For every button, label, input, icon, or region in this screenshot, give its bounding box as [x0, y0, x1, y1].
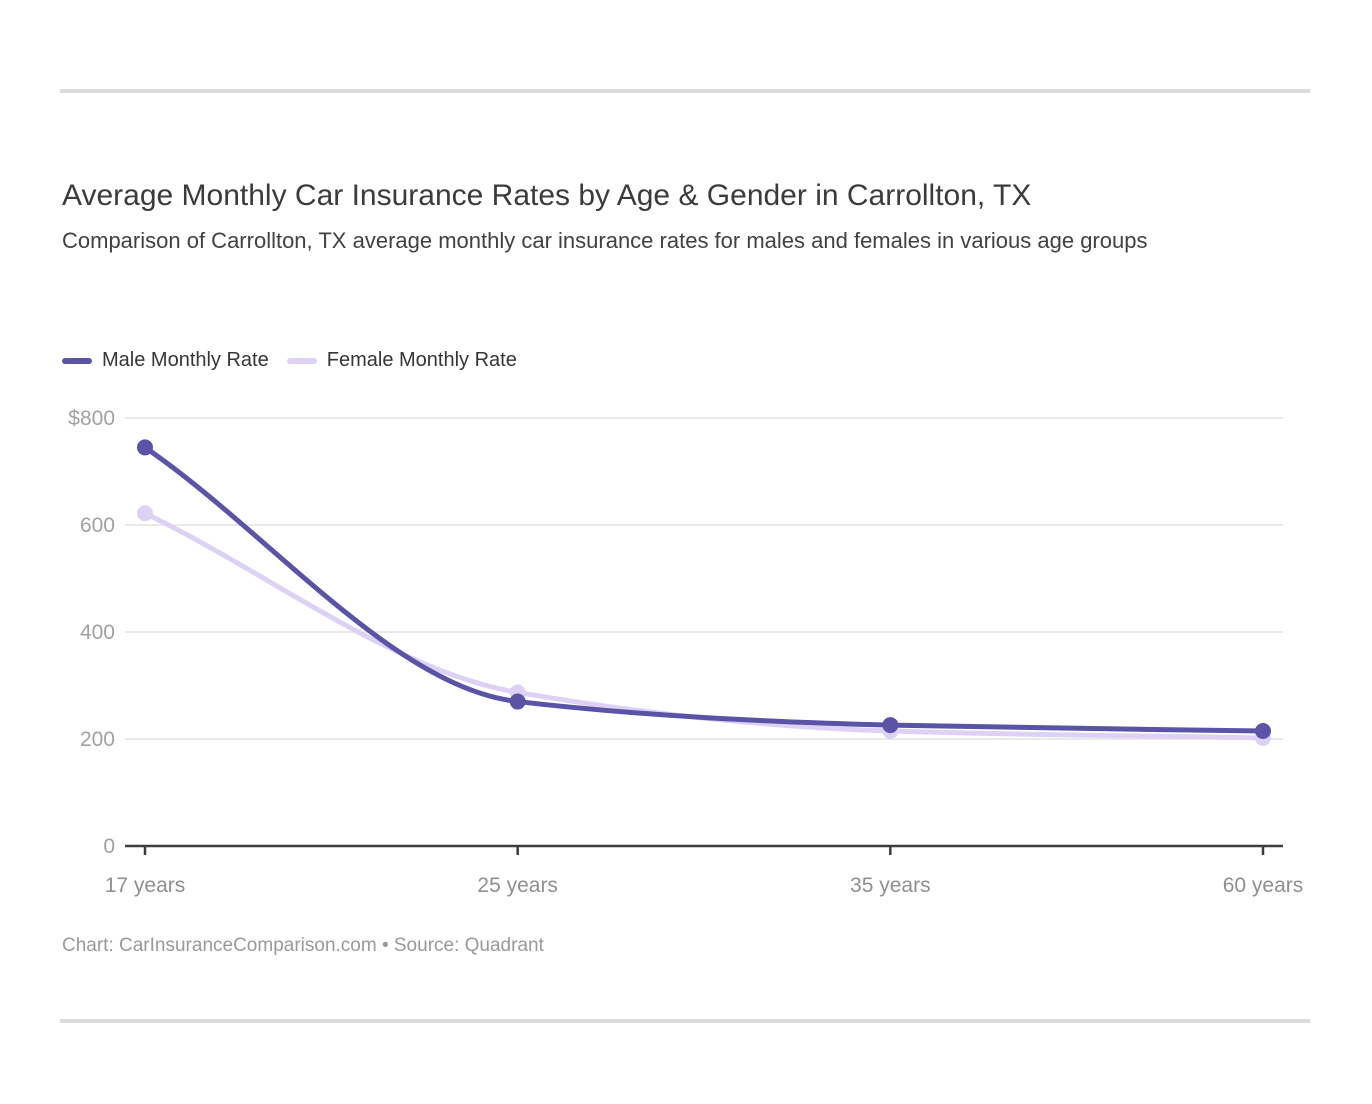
data-point-male-17-years[interactable] [137, 439, 153, 456]
data-point-male-25-years[interactable] [509, 693, 526, 710]
x-axis-tick-label: 17 years [105, 874, 186, 897]
legend-label-male: Male Monthly Rate [102, 349, 269, 371]
x-axis-tick-label: 25 years [477, 874, 558, 897]
x-axis-tick-label: 60 years [1223, 874, 1304, 897]
y-axis-tick-label: 400 [80, 621, 115, 644]
chart-source-note: Chart: CarInsuranceComparison.com • Sour… [62, 935, 544, 956]
series-line-male [142, 444, 1266, 734]
chart-subtitle: Comparison of Carrollton, TX average mon… [62, 228, 1148, 253]
x-axis-tick-label: 35 years [850, 874, 931, 897]
female-line-swatch-icon [286, 357, 317, 364]
data-point-male-35-years[interactable] [882, 717, 899, 734]
male-line-swatch-icon [62, 357, 92, 364]
line-chart: $800 600 400 200 0 17 years 25 years 35 years 60… [68, 407, 1304, 897]
y-axis-tick-label: 200 [80, 728, 115, 751]
y-axis-tick-label: 600 [80, 514, 115, 537]
data-point-male-60-years[interactable] [1255, 722, 1271, 739]
y-axis-tick-label: $800 [68, 407, 115, 430]
legend-item-female: Female Monthly Rate [286, 349, 517, 372]
data-point-female-17-years[interactable] [137, 505, 153, 522]
bottom-divider [60, 1019, 1310, 1023]
y-axis-tick-label: 0 [103, 835, 115, 858]
legend-item-male: Male Monthly Rate [62, 349, 269, 372]
series-line-female [142, 510, 1266, 741]
top-divider [60, 89, 1310, 93]
legend-label-female: Female Monthly Rate [326, 349, 517, 371]
chart-legend: Male Monthly Rate Female Monthly Rate [62, 349, 517, 372]
page-title: Average Monthly Car Insurance Rates by A… [62, 179, 1032, 213]
